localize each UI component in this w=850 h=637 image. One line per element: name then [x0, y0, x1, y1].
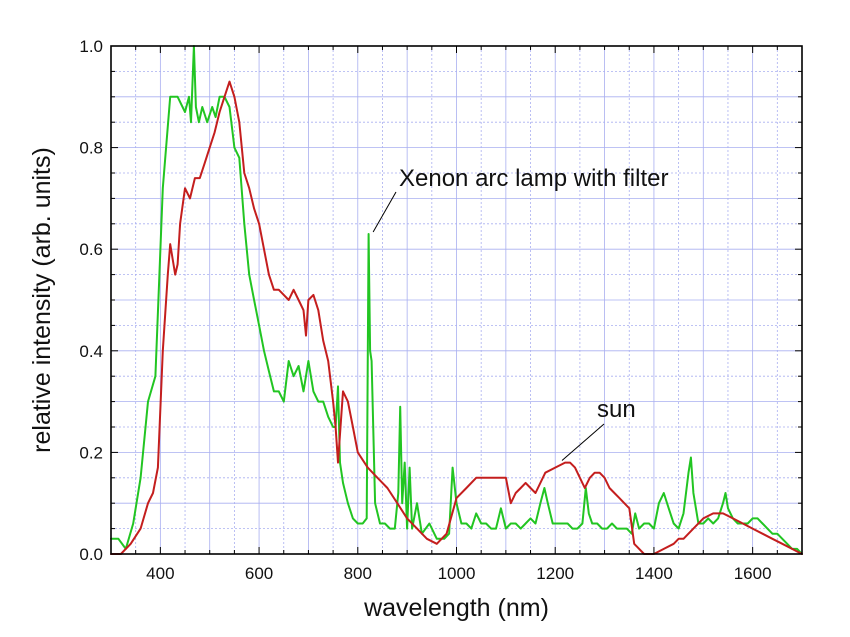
- x-axis-label: wavelength (nm): [363, 594, 549, 622]
- series-line-1: [110, 80, 803, 555]
- y-tick-label: 0.4: [79, 342, 103, 361]
- x-tick-label: 800: [344, 564, 372, 583]
- x-tick-label: 1200: [536, 564, 574, 583]
- annotation-sun-label: sun: [597, 396, 636, 423]
- annotation-leader-xenon: [372, 191, 397, 233]
- x-tick-label: 400: [146, 564, 174, 583]
- y-axis-label: relative intensity (arb. units): [28, 147, 56, 453]
- y-tick-label: 0.2: [79, 443, 103, 462]
- x-tick-label: 1600: [734, 564, 772, 583]
- series-layer: [110, 45, 803, 555]
- x-tick-label: 1400: [635, 564, 673, 583]
- grid-lines: [110, 45, 803, 555]
- y-tick-label: 0.6: [79, 240, 103, 259]
- annotation-xenon-label: Xenon arc lamp with filter: [399, 165, 668, 192]
- y-tick-label: 0.0: [79, 545, 103, 564]
- series-line-0: [110, 45, 803, 555]
- tick-labels: 400 600 800 1000 1200 1400 1600 0.0 0.2 0.4 0.6 0.8…: [79, 37, 771, 583]
- annotation-leader-sun: [561, 423, 605, 461]
- x-tick-label: 600: [245, 564, 273, 583]
- y-tick-label: 1.0: [79, 37, 103, 56]
- x-tick-label: 1000: [438, 564, 476, 583]
- axis-ticks: [110, 45, 803, 555]
- y-tick-label: 0.8: [79, 139, 103, 158]
- annotations: Xenon arc lamp with filter sun: [372, 165, 668, 461]
